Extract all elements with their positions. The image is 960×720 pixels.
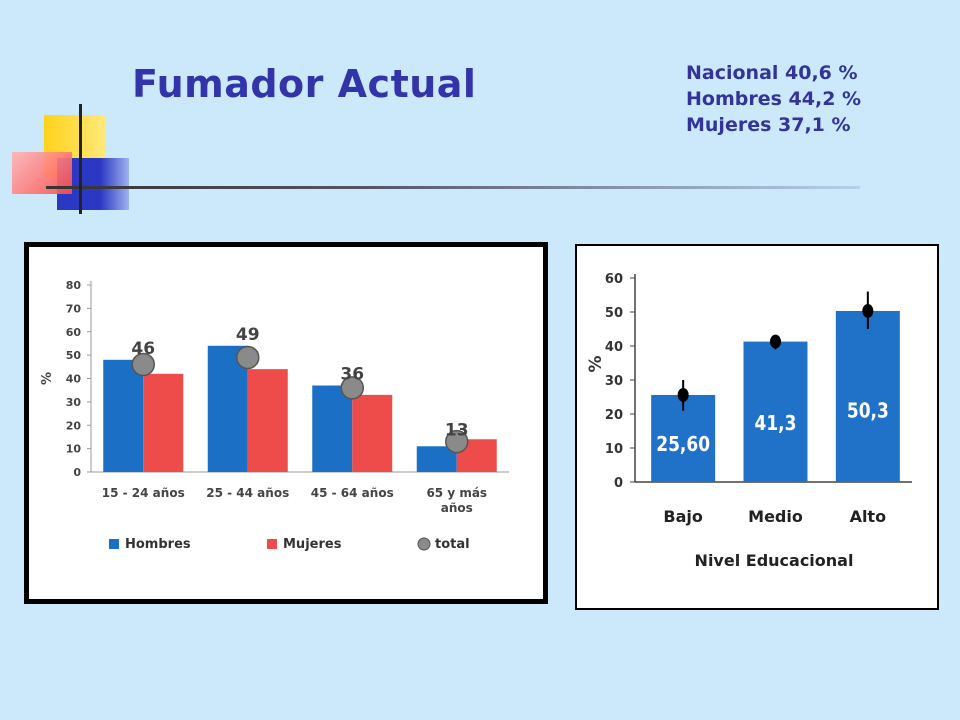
y-tick-label: 70 [66, 302, 82, 315]
chart-education-panel: 0 10 20 30 40 50 60% 25,60 Bajo 41,3 Medio 50,3 Alto… [575, 244, 939, 610]
legend-label: Mujeres [283, 537, 342, 552]
y-tick-label: 80 [66, 279, 82, 292]
x-tick-label: 45 - 64 años [311, 486, 394, 500]
chart-education: 0 10 20 30 40 50 60% 25,60 Bajo 41,3 Medio 50,3 Alto… [586, 272, 912, 570]
total-data-label: 36 [340, 365, 364, 385]
point-marker [862, 303, 874, 318]
point-marker [677, 387, 689, 402]
y-axis-label: % [586, 355, 606, 372]
y-tick-label: 60 [605, 272, 623, 287]
legend-swatch [109, 539, 119, 549]
bar-mujeres [143, 373, 184, 472]
bar-mujeres [247, 369, 288, 472]
deco-vertical-line [79, 104, 82, 214]
y-tick-label: 10 [605, 442, 623, 457]
legend-label: Hombres [125, 537, 191, 552]
y-tick-label: 0 [73, 466, 81, 479]
x-tick-label: 15 - 24 años [102, 486, 185, 500]
y-axis-label: % [40, 372, 55, 385]
x-tick-label: 65 y más [426, 486, 487, 500]
bar-hombres [103, 359, 144, 472]
bar-value-label: 41,3 [755, 413, 797, 436]
y-tick-label: 40 [605, 340, 623, 355]
x-tick-label: 25 - 44 años [206, 486, 289, 500]
y-tick-label: 30 [605, 374, 623, 389]
x-axis-label: Nivel Educacional [695, 551, 854, 570]
total-data-label: 46 [131, 339, 155, 359]
chart-age-panel: 0 10 20 30 40 50 60 70 80% 46 15 - 24 años 49 25 - 4… [24, 242, 548, 604]
y-tick-label: 0 [614, 476, 623, 491]
total-marker [131, 352, 155, 377]
legend-swatch [267, 539, 277, 549]
total-marker [445, 429, 469, 454]
y-tick-label: 10 [66, 443, 82, 456]
y-tick-label: 20 [66, 419, 82, 432]
total-data-label: 13 [445, 421, 469, 441]
stat-hombres: Hombres 44,2 % [686, 88, 862, 110]
x-tick-label: Alto [850, 507, 887, 526]
x-tick-label: años [441, 501, 473, 515]
bar-education [835, 310, 900, 482]
bar-education [743, 341, 808, 482]
chart-age: 0 10 20 30 40 50 60 70 80% 46 15 - 24 años 49 25 - 4… [40, 279, 509, 552]
x-tick-label: Bajo [663, 507, 702, 526]
bar-value-label: 25,60 [656, 434, 710, 457]
y-tick-label: 60 [66, 326, 82, 339]
y-tick-label: 20 [605, 408, 623, 423]
x-tick-label: Medio [748, 507, 803, 526]
stat-nacional: Nacional 40,6 % [686, 62, 858, 84]
bar-hombres [312, 385, 353, 472]
bar-mujeres [352, 394, 393, 472]
y-tick-label: 30 [66, 396, 82, 409]
bar-value-label: 50,3 [847, 400, 889, 423]
stats-block: Nacional 40,6 % Hombres 44,2 % Mujeres 3… [686, 60, 861, 138]
y-tick-label: 50 [605, 306, 623, 321]
total-marker [236, 345, 260, 370]
total-marker [340, 376, 364, 400]
total-data-label: 49 [236, 325, 260, 345]
page-title: Fumador Actual [132, 62, 477, 106]
legend-label: total [435, 537, 470, 552]
legend-swatch [417, 537, 431, 551]
point-marker [770, 334, 781, 349]
y-tick-label: 40 [66, 373, 82, 386]
y-tick-label: 50 [66, 349, 82, 362]
deco-horizontal-line [46, 186, 860, 189]
stat-mujeres: Mujeres 37,1 % [686, 114, 851, 136]
